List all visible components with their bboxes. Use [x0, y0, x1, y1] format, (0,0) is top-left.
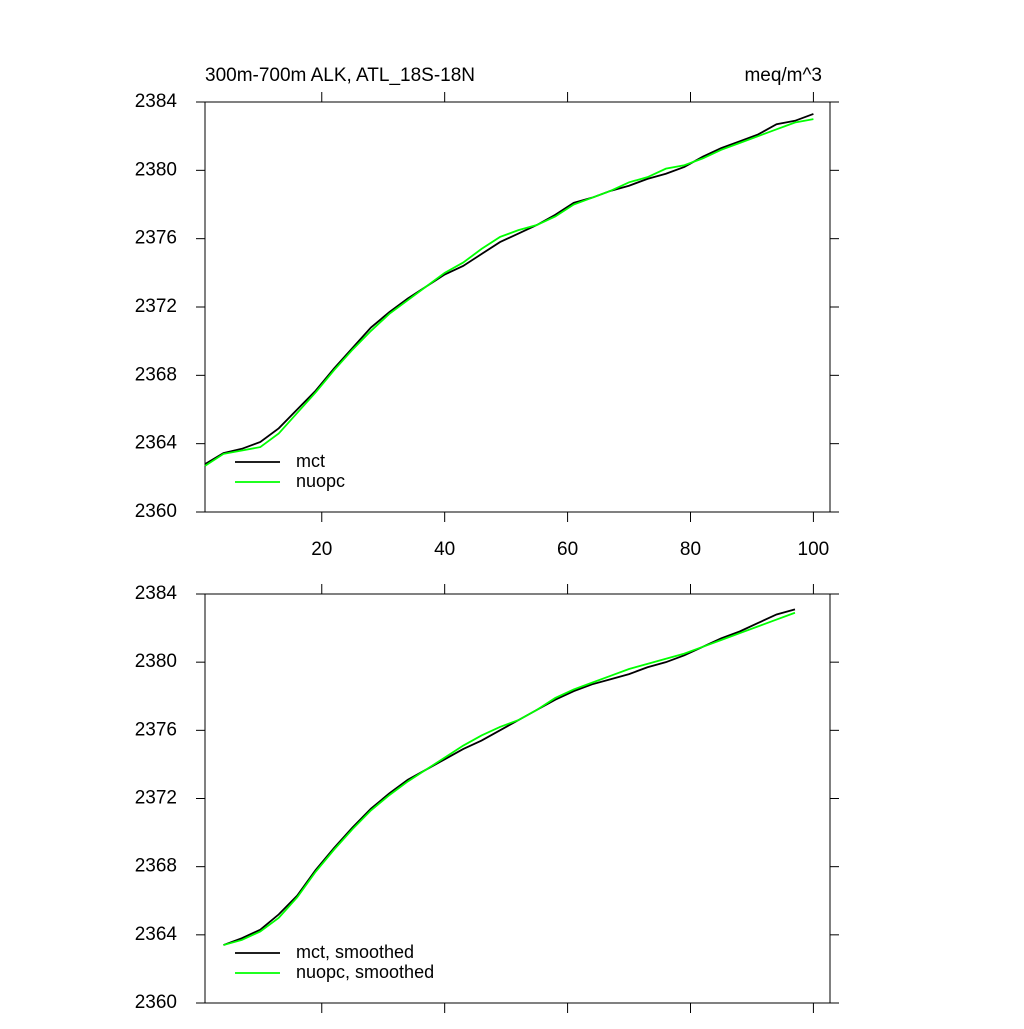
y-tick-label: 2368: [135, 856, 177, 877]
data-line: [204, 118, 814, 467]
y-tick-label: 2380: [135, 651, 177, 672]
legend-label: nuopc, smoothed: [296, 962, 434, 982]
y-tick-label: 2372: [135, 296, 177, 317]
x-tick-label: 80: [680, 539, 701, 560]
y-tick-label: 2384: [135, 583, 178, 604]
y-tick-label: 2368: [135, 364, 177, 385]
y-tick-label: 2364: [135, 924, 178, 945]
y-tick-label: 2380: [135, 159, 177, 180]
x-tick-label: 60: [557, 539, 578, 560]
legend-label: nuopc: [296, 471, 345, 491]
y-tick-label: 2376: [135, 228, 177, 249]
y-tick-label: 2372: [135, 788, 177, 809]
y-tick-label: 2360: [135, 501, 177, 522]
data-line: [223, 608, 796, 946]
x-tick-label: 40: [434, 539, 455, 560]
data-line: [223, 611, 796, 946]
y-tick-label: 2364: [135, 433, 178, 454]
y-tick-label: 2376: [135, 719, 177, 740]
x-tick-label: 100: [798, 539, 830, 560]
legend-label: mct, smoothed: [296, 942, 414, 962]
y-tick-label: 2360: [135, 992, 177, 1013]
chart-title: 300m-700m ALK, ATL_18S-18N: [205, 65, 475, 86]
legend-label: mct: [296, 451, 325, 471]
x-tick-label: 20: [311, 539, 332, 560]
units-label: meq/m^3: [744, 65, 822, 86]
data-line: [204, 113, 814, 465]
y-tick-label: 2384: [135, 91, 178, 112]
